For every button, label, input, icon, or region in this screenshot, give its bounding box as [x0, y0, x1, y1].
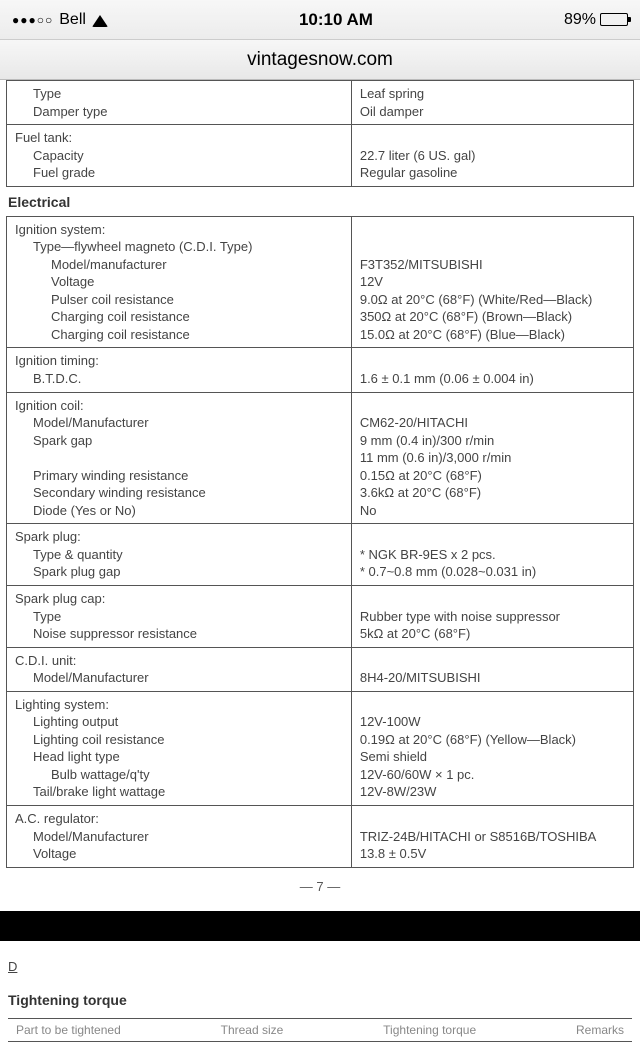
spec-section-row: Ignition timing:B.T.D.C. 1.6 ± 0.1 mm (0…: [7, 348, 634, 392]
spec-value: 3.6kΩ at 20°C (68°F): [360, 484, 625, 502]
table-column-header: Remarks: [576, 1023, 624, 1037]
spec-value: 11 mm (0.6 in)/3,000 r/min: [360, 449, 625, 467]
d-link[interactable]: D: [8, 959, 17, 974]
spec-label: Type: [15, 85, 343, 103]
spec-label: Diode (Yes or No): [15, 502, 343, 520]
battery-icon: [600, 13, 628, 26]
spec-value: No: [360, 502, 625, 520]
spec-label: Model/manufacturer: [15, 256, 343, 274]
spec-label: [15, 449, 343, 467]
ios-status-bar: ●●●○○ Bell 10:10 AM 89%: [0, 0, 640, 40]
spec-label: Type & quantity: [15, 546, 343, 564]
spec-value: 15.0Ω at 20°C (68°F) (Blue—Black): [360, 326, 625, 344]
next-page-fragment: D Tightening torque Part to be tightened…: [0, 941, 640, 1042]
spec-value: 13.8 ± 0.5V: [360, 845, 625, 863]
table-column-header: Thread size: [221, 1023, 284, 1037]
spec-value: Oil damper: [360, 103, 625, 121]
spec-label: Spark plug gap: [15, 563, 343, 581]
spec-value: 12V-8W/23W: [360, 783, 625, 801]
spec-label: Charging coil resistance: [15, 308, 343, 326]
table-column-header: Part to be tightened: [16, 1023, 121, 1037]
spec-value: F3T352/MITSUBISHI: [360, 256, 625, 274]
spec-label: B.T.D.C.: [15, 370, 343, 388]
spec-value: Regular gasoline: [360, 164, 625, 182]
browser-address-bar[interactable]: vintagesnow.com: [0, 40, 640, 80]
clock-time: 10:10 AM: [299, 10, 373, 30]
top-spec-table: TypeDamper type Leaf springOil damper Fue…: [6, 80, 634, 187]
spec-value: * 0.7~0.8 mm (0.028~0.031 in): [360, 563, 625, 581]
spec-section-row: Ignition system:Type—flywheel magneto (C…: [7, 216, 634, 348]
spec-value: 5kΩ at 20°C (68°F): [360, 625, 625, 643]
spec-label: Damper type: [15, 103, 343, 121]
wifi-icon: [92, 15, 108, 27]
spec-value: CM62-20/HITACHI: [360, 414, 625, 432]
spec-value: 12V-60/60W × 1 pc.: [360, 766, 625, 784]
spec-label: Tail/brake light wattage: [15, 783, 343, 801]
page-url: vintagesnow.com: [247, 49, 393, 71]
spec-section-row: Lighting system:Lighting outputLighting …: [7, 691, 634, 805]
spec-value: 0.15Ω at 20°C (68°F): [360, 467, 625, 485]
tightening-torque-heading: Tightening torque: [8, 974, 632, 1018]
spec-value: Semi shield: [360, 748, 625, 766]
spec-section-row: C.D.I. unit:Model/Manufacturer 8H4-20/MI…: [7, 647, 634, 691]
spec-label: Lighting coil resistance: [15, 731, 343, 749]
document-page: TypeDamper typeLeaf springOil damper Fue…: [0, 80, 640, 960]
spec-value: 0.19Ω at 20°C (68°F) (Yellow—Black): [360, 731, 625, 749]
spec-value: 9 mm (0.4 in)/300 r/min: [360, 432, 625, 450]
battery-percent: 89%: [564, 11, 596, 29]
spec-label: Noise suppressor resistance: [15, 625, 343, 643]
table-column-header: Tightening torque: [383, 1023, 476, 1037]
spec-label: Pulser coil resistance: [15, 291, 343, 309]
spec-label: Secondary winding resistance: [15, 484, 343, 502]
spec-label: Fuel grade: [15, 164, 343, 182]
electrical-spec-table: Ignition system:Type—flywheel magneto (C…: [6, 216, 634, 868]
spec-label: Type: [15, 608, 343, 626]
page-divider-strip: [0, 911, 640, 941]
spec-label: Lighting output: [15, 713, 343, 731]
spec-value: 350Ω at 20°C (68°F) (Brown—Black): [360, 308, 625, 326]
spec-section-row: Ignition coil:Model/ManufacturerSpark ga…: [7, 392, 634, 524]
spec-label: Model/Manufacturer: [15, 828, 343, 846]
spec-value: Rubber type with noise suppressor: [360, 608, 625, 626]
spec-value: 12V: [360, 273, 625, 291]
spec-label: Charging coil resistance: [15, 326, 343, 344]
spec-value: * NGK BR-9ES x 2 pcs.: [360, 546, 625, 564]
spec-value: 9.0Ω at 20°C (68°F) (White/Red—Black): [360, 291, 625, 309]
spec-label: Model/Manufacturer: [15, 669, 343, 687]
signal-dots-icon: ●●●○○: [12, 13, 53, 27]
spec-label: Voltage: [15, 845, 343, 863]
spec-value: 12V-100W: [360, 713, 625, 731]
spec-label: Model/Manufacturer: [15, 414, 343, 432]
spec-section-row: Spark plug:Type & quantitySpark plug gap…: [7, 524, 634, 586]
spec-label: Head light type: [15, 748, 343, 766]
spec-section-row: A.C. regulator:Model/ManufacturerVoltage…: [7, 806, 634, 868]
carrier-label: Bell: [59, 11, 86, 29]
spec-value: TRIZ-24B/HITACHI or S8516B/TOSHIBA: [360, 828, 625, 846]
status-left: ●●●○○ Bell: [12, 11, 108, 29]
tightening-table-header: Part to be tightened Thread size Tightenin…: [8, 1018, 632, 1042]
spec-section-row: Spark plug cap:TypeNoise suppressor resi…: [7, 586, 634, 648]
spec-label: Primary winding resistance: [15, 467, 343, 485]
spec-value: Leaf spring: [360, 85, 625, 103]
spec-value: 8H4-20/MITSUBISHI: [360, 669, 625, 687]
spec-label: Spark gap: [15, 432, 343, 450]
status-right: 89%: [564, 11, 628, 29]
page-number: — 7 —: [6, 868, 634, 906]
electrical-heading: Electrical: [6, 187, 634, 216]
spec-value: 1.6 ± 0.1 mm (0.06 ± 0.004 in): [360, 370, 625, 388]
spec-value: 22.7 liter (6 US. gal): [360, 147, 625, 165]
spec-label: Capacity: [15, 147, 343, 165]
spec-label: Bulb wattage/q'ty: [15, 766, 343, 784]
spec-label: Voltage: [15, 273, 343, 291]
